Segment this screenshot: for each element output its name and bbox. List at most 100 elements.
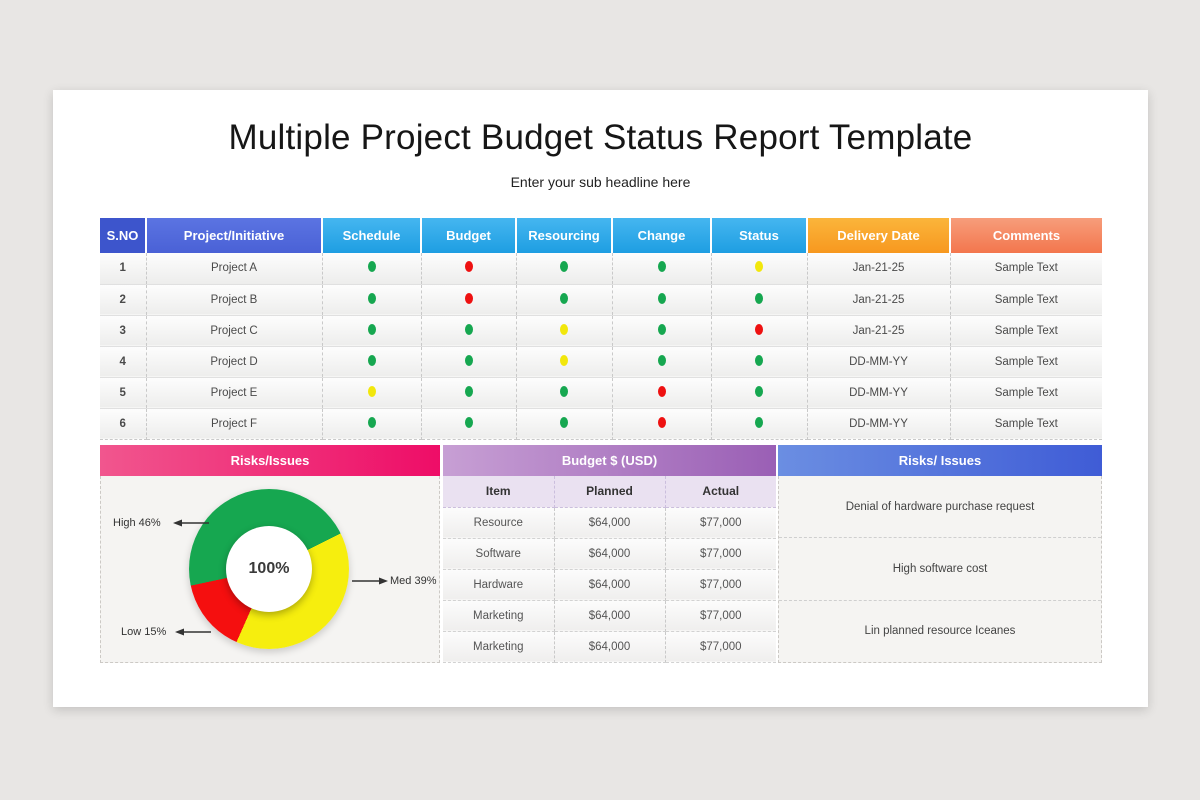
schedule-status-cell: [322, 253, 422, 285]
column-header-status: Status: [711, 218, 808, 253]
arrow-left-icon: [173, 519, 209, 527]
budget-row: Software $64,000 $77,000: [443, 538, 776, 570]
status-dot: [657, 416, 666, 428]
budget-item: Marketing: [443, 600, 555, 632]
table-row: 2 Project B Jan-21-25 Sample Text: [100, 284, 1102, 316]
schedule-status-cell: [322, 346, 422, 378]
arrow-left-icon: [175, 628, 211, 636]
status-dot: [755, 323, 763, 335]
project-status-table: S.NO Project/Initiative Schedule Budget …: [100, 218, 1102, 440]
column-header-budget: Budget: [421, 218, 517, 253]
delivery-date: Jan-21-25: [807, 284, 951, 316]
list-item: High software cost: [779, 538, 1101, 601]
schedule-status-cell: [322, 284, 422, 316]
project-name: Project B: [146, 284, 323, 316]
change-status-cell: [612, 408, 712, 440]
row-number: 1: [100, 253, 147, 285]
project-name: Project D: [146, 346, 323, 378]
change-status-cell: [612, 377, 712, 409]
status-dot: [657, 385, 666, 397]
change-status-cell: [612, 315, 712, 347]
budget-panel: Budget $ (USD) Item Planned Actual Resou…: [443, 445, 776, 663]
schedule-status-cell: [322, 408, 422, 440]
change-status-cell: [612, 346, 712, 378]
budget-table: Item Planned Actual Resource $64,000 $77…: [443, 476, 776, 663]
status-dot: [755, 292, 763, 304]
budget-status-cell: [421, 315, 517, 347]
status-dot: [367, 416, 376, 428]
status-status-cell: [711, 377, 808, 409]
status-dot: [560, 261, 568, 273]
comments-cell: Sample Text: [950, 346, 1102, 378]
donut-center-label: 100%: [226, 526, 312, 612]
callout-high: High 46%: [113, 517, 161, 529]
arrow-right-icon: [352, 577, 388, 585]
budget-item: Hardware: [443, 569, 555, 601]
budget-item: Marketing: [443, 631, 555, 663]
status-dot: [657, 292, 666, 304]
callout-low: Low 15%: [121, 626, 167, 638]
column-header-sno: S.NO: [100, 218, 147, 253]
budget-actual: $77,000: [665, 569, 776, 601]
risks-chart-panel-title: Risks/Issues: [100, 445, 440, 476]
callout-med: Med 39%: [390, 575, 437, 587]
budget-status-cell: [421, 408, 517, 440]
schedule-status-cell: [322, 315, 422, 347]
table-row: 4 Project D DD-MM-YY Sample Text: [100, 346, 1102, 378]
status-dot: [367, 292, 376, 304]
comments-cell: Sample Text: [950, 284, 1102, 316]
budget-actual: $77,000: [665, 600, 776, 632]
list-item: Lin planned resource Iceanes: [864, 625, 1016, 638]
column-header-comments: Comments: [950, 218, 1102, 253]
status-dot: [560, 416, 568, 428]
budget-item: Software: [443, 538, 555, 570]
list-item: Denial of hardware purchase request: [779, 476, 1101, 539]
risks-list-panel: Risks/ Issues Denial of hardware purchas…: [778, 445, 1102, 663]
budget-row: Marketing $64,000 $77,000: [443, 631, 776, 663]
budget-planned: $64,000: [554, 538, 666, 570]
status-dot: [560, 323, 568, 335]
project-name: Project C: [146, 315, 323, 347]
resourcing-status-cell: [516, 377, 613, 409]
budget-planned: $64,000: [554, 507, 666, 539]
budget-status-cell: [421, 346, 517, 378]
budget-column-actual: Actual: [665, 476, 776, 508]
resourcing-status-cell: [516, 408, 613, 440]
status-status-cell: [711, 346, 808, 378]
resourcing-status-cell: [516, 346, 613, 378]
budget-row: Hardware $64,000 $77,000: [443, 569, 776, 601]
delivery-date: DD-MM-YY: [807, 346, 951, 378]
budget-status-cell: [421, 377, 517, 409]
status-dot: [657, 323, 666, 335]
comments-cell: Sample Text: [950, 377, 1102, 409]
table-row: 1 Project A Jan-21-25 Sample Text: [100, 253, 1102, 285]
status-dot: [657, 354, 666, 366]
budget-column-planned: Planned: [554, 476, 666, 508]
budget-row: Marketing $64,000 $77,000: [443, 600, 776, 632]
slide-card: Multiple Project Budget Status Report Te…: [53, 90, 1148, 707]
budget-column-item: Item: [443, 476, 555, 508]
risks-list-panel-title: Risks/ Issues: [778, 445, 1102, 476]
budget-planned: $64,000: [554, 569, 666, 601]
resourcing-status-cell: [516, 284, 613, 316]
budget-actual: $77,000: [665, 507, 776, 539]
change-status-cell: [612, 284, 712, 316]
comments-cell: Sample Text: [950, 315, 1102, 347]
status-dot: [755, 385, 763, 397]
status-table-header-row: S.NO Project/Initiative Schedule Budget …: [100, 218, 1102, 253]
delivery-date: Jan-21-25: [807, 315, 951, 347]
row-number: 5: [100, 377, 147, 409]
row-number: 4: [100, 346, 147, 378]
delivery-date: DD-MM-YY: [807, 377, 951, 409]
status-dot: [464, 354, 473, 366]
column-header-project: Project/Initiative: [146, 218, 323, 253]
table-row: 5 Project E DD-MM-YY Sample Text: [100, 377, 1102, 409]
status-dot: [755, 416, 763, 428]
change-status-cell: [612, 253, 712, 285]
budget-header-row: Item Planned Actual: [443, 476, 776, 508]
budget-status-cell: [421, 253, 517, 285]
schedule-status-cell: [322, 377, 422, 409]
status-dot: [464, 323, 473, 335]
page-subtitle: Enter your sub headline here: [510, 174, 691, 190]
budget-actual: $77,000: [665, 631, 776, 663]
